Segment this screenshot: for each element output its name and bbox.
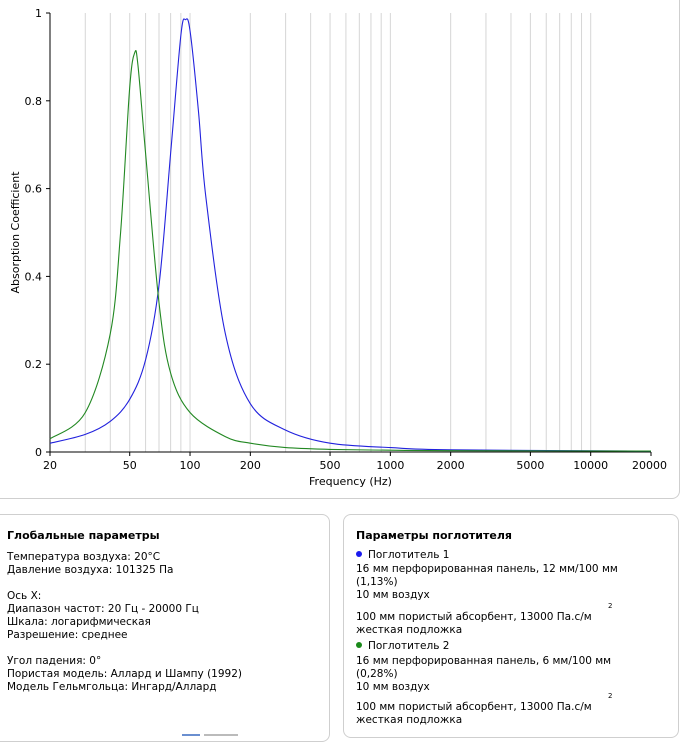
footer-logo xyxy=(182,734,238,736)
global-title: Глобальные параметры xyxy=(7,529,160,542)
y-tick-label: 0 xyxy=(35,446,42,459)
y-tick-label: 0.6 xyxy=(25,183,43,196)
x-axis-heading: Ось X: xyxy=(7,590,42,602)
x-tick-label: 1000 xyxy=(376,459,404,472)
x-tick-label: 20000 xyxy=(632,459,667,472)
absorber-2-color-dot xyxy=(356,642,362,648)
absorber-1-porous: 100 мм пористый абсорбент, 13000 Па.с/м xyxy=(356,611,592,623)
absorber-1-sup: 2 xyxy=(608,602,613,610)
absorber-2-porous: 100 мм пористый абсорбент, 13000 Па.с/м xyxy=(356,701,592,713)
absorber-1-header: Поглотитель 1 xyxy=(356,549,449,562)
x-tick-label: 100 xyxy=(180,459,201,472)
x-tick-label: 200 xyxy=(240,459,261,472)
x-tick-label: 500 xyxy=(320,459,341,472)
absorber-2-air-gap: 10 мм воздух xyxy=(356,681,430,693)
absorber-2-sup: 2 xyxy=(608,692,613,700)
porous-model: Пористая модель: Аллард и Шампу (1992) xyxy=(7,668,243,680)
air-temperature: Температура воздуха: 20°C xyxy=(7,551,161,563)
y-axis-label: Absorption Coefficient xyxy=(9,171,22,294)
axis-scale: Шкала: логарифмическая xyxy=(7,616,151,628)
global-parameters-panel: Глобальные параметры Температура воздуха… xyxy=(0,514,330,742)
x-tick-label: 20 xyxy=(43,459,57,472)
incidence-angle: Угол падения: 0° xyxy=(7,655,102,667)
x-axis-label: Frequency (Hz) xyxy=(309,475,392,488)
helmholtz-model: Модель Гельмгольца: Ингард/Аллард xyxy=(7,681,217,693)
resolution: Разрешение: среднее xyxy=(7,629,128,641)
absorber-parameters-panel: Параметры поглотителя Поглотитель 1 16 м… xyxy=(343,514,679,738)
absorber-title: Параметры поглотителя xyxy=(356,529,512,542)
x-tick-label: 2000 xyxy=(437,459,465,472)
absorber-2-panel-desc: 16 мм перфорированная панель, 6 мм/100 м… xyxy=(356,655,612,667)
y-tick-label: 1 xyxy=(35,7,42,20)
x-tick-label: 50 xyxy=(123,459,137,472)
frequency-range: Диапазон частот: 20 Гц - 20000 Гц xyxy=(7,603,199,615)
y-tick-label: 0.4 xyxy=(25,270,43,283)
y-tick-label: 0.8 xyxy=(25,95,43,108)
x-tick-label: 10000 xyxy=(573,459,608,472)
absorber-1-color-dot xyxy=(356,551,362,557)
x-tick-label: 5000 xyxy=(516,459,544,472)
absorber-1-open-area: (1,13%) xyxy=(356,576,398,588)
absorber-1-air-gap: 10 мм воздух xyxy=(356,589,430,601)
absorber-2-header: Поглотитель 2 xyxy=(356,640,449,653)
absorber-2-open-area: (0,28%) xyxy=(356,668,398,680)
air-pressure: Давление воздуха: 101325 Па xyxy=(7,564,174,576)
absorption-chart: 0 0.2 0.4 0.6 0.8 1 20 50 100 200 500 1000 2000 5000 1… xyxy=(9,7,667,488)
absorber-2-backing: жесткая подложка xyxy=(356,714,463,726)
series-line-1 xyxy=(49,18,652,452)
absorber-1-backing: жесткая подложка xyxy=(356,624,463,636)
chart-panel: 0 0.2 0.4 0.6 0.8 1 20 50 100 200 500 1000 2000 5000 1… xyxy=(0,0,680,499)
absorber-1-name: Поглотитель 1 xyxy=(368,549,450,561)
y-tick-label: 0.2 xyxy=(25,358,43,371)
absorber-2-name: Поглотитель 2 xyxy=(368,640,450,652)
absorber-1-panel-desc: 16 мм перфорированная панель, 12 мм/100 … xyxy=(356,563,618,575)
series-line-2 xyxy=(49,50,652,452)
